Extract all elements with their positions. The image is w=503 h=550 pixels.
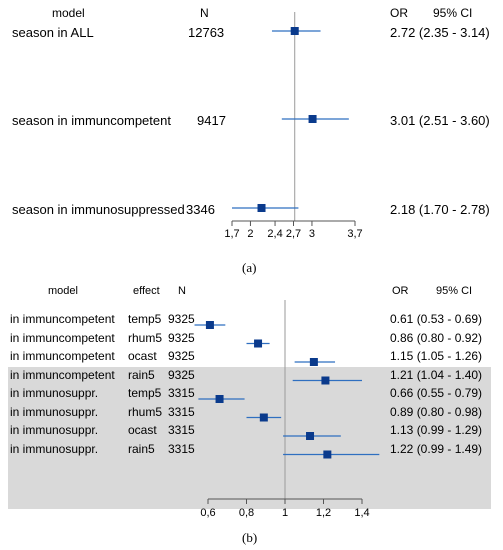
row-or-ci: 0.61 (0.53 - 0.69) <box>390 312 483 326</box>
row-n: 12763 <box>188 25 225 40</box>
x-tick-label: 3 <box>308 228 315 240</box>
point-estimate-marker <box>259 413 268 422</box>
row-label: in immunosuppr. <box>10 386 99 400</box>
row-n: 9417 <box>197 113 226 128</box>
point-estimate-marker <box>321 376 330 385</box>
point-estimate-marker <box>254 339 263 348</box>
row-n: 9325 <box>168 312 195 326</box>
point-estimate-marker <box>308 115 317 123</box>
row-or-ci: 0.86 (0.80 - 0.92) <box>390 330 483 345</box>
row-label: in immunosuppr. <box>10 404 99 419</box>
row-n: 9325 <box>168 367 195 382</box>
row-label: season in immuncompetent <box>12 113 171 128</box>
point-estimate-marker <box>309 358 318 366</box>
x-tick-label: 2,4 <box>267 228 283 240</box>
row-or-ci: 2.18 (1.70 - 2.78) <box>390 202 490 217</box>
row-or-ci: 2.72 (2.35 - 3.14) <box>390 25 490 40</box>
header-n: N <box>200 6 209 20</box>
x-tick-label: 1,2 <box>315 507 332 519</box>
row-n: 3315 <box>168 386 195 400</box>
header-or: OR <box>390 6 408 20</box>
row-effect: ocast <box>128 349 157 363</box>
row-or-ci: 1.22 (0.99 - 1.49) <box>390 441 483 456</box>
row-label: in immunosuppr. <box>10 423 99 437</box>
header-n: N <box>178 285 186 297</box>
point-estimate-marker <box>290 27 299 35</box>
point-estimate-marker <box>257 204 266 212</box>
x-tick-label: 1 <box>281 507 289 519</box>
caption-b: (b) <box>242 530 258 545</box>
row-n: 3315 <box>168 441 195 456</box>
row-label: in immunosuppr. <box>10 441 99 456</box>
point-estimate-marker <box>306 432 315 440</box>
row-effect: temp5 <box>128 386 162 400</box>
row-label: season in immunosuppressed <box>12 202 185 217</box>
row-or-ci: 0.66 (0.55 - 0.79) <box>390 386 483 400</box>
x-tick-label: 1,4 <box>354 507 370 519</box>
x-tick-label: 3,7 <box>347 228 363 240</box>
caption-a: (a) <box>242 260 257 275</box>
point-estimate-marker <box>323 450 332 459</box>
row-effect: temp5 <box>128 312 162 326</box>
header-ci: 95% CI <box>433 6 473 20</box>
row-effect: rhum5 <box>128 404 163 419</box>
row-label: in immuncompetent <box>10 367 115 382</box>
header-or: OR <box>392 285 409 297</box>
row-n: 9325 <box>168 330 195 345</box>
x-tick-label: 1,7 <box>224 228 240 240</box>
x-tick-label: 0,6 <box>200 507 216 519</box>
row-or-ci: 1.15 (1.05 - 1.26) <box>390 349 483 363</box>
x-tick-label: 2,7 <box>285 228 302 240</box>
point-estimate-marker <box>205 321 214 329</box>
row-label: season in ALL <box>12 25 94 40</box>
row-n: 3346 <box>186 202 215 217</box>
row-or-ci: 3.01 (2.51 - 3.60) <box>390 113 490 128</box>
row-or-ci: 1.21 (1.04 - 1.40) <box>390 367 483 382</box>
x-tick-label: 0,8 <box>238 507 255 519</box>
x-tick-label: 2 <box>247 228 254 240</box>
row-or-ci: 0.89 (0.80 - 0.98) <box>390 404 483 419</box>
row-n: 3315 <box>168 423 195 437</box>
row-effect: ocast <box>128 423 157 437</box>
row-label: in immuncompetent <box>10 312 115 326</box>
row-or-ci: 1.13 (0.99 - 1.29) <box>390 423 483 437</box>
row-effect: rain5 <box>128 367 155 382</box>
header-model: model <box>48 285 78 297</box>
header-effect: effect <box>133 285 160 297</box>
row-label: in immuncompetent <box>10 349 115 363</box>
point-estimate-marker <box>215 395 224 403</box>
row-label: in immuncompetent <box>10 330 115 345</box>
row-n: 3315 <box>168 404 195 419</box>
row-n: 9325 <box>168 349 195 363</box>
row-effect: rain5 <box>128 441 155 456</box>
row-effect: rhum5 <box>128 330 163 345</box>
header-ci: 95% CI <box>436 285 473 297</box>
header-model: model <box>52 6 85 20</box>
shaded-band-immunosuppr <box>8 367 491 509</box>
